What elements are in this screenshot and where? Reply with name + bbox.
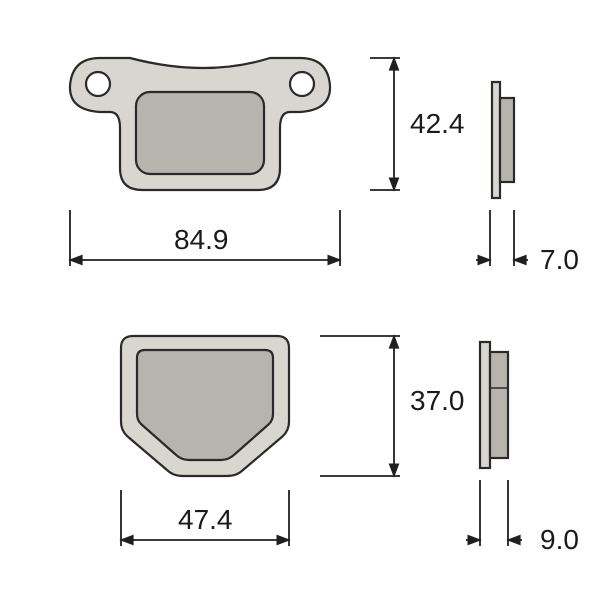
diagram-canvas: 42.4 84.9 7.0 37.0 47.4 9.0 [0, 0, 600, 600]
dimension-lines [0, 0, 600, 600]
dim-pad1-width: 84.9 [174, 224, 229, 256]
dim-pad2-width: 47.4 [178, 504, 233, 536]
dim-pad1-height: 42.4 [410, 108, 465, 140]
dim-pad1-thickness: 7.0 [540, 244, 579, 276]
dim-pad2-thickness: 9.0 [540, 524, 579, 556]
dim-pad2-height: 37.0 [410, 385, 465, 417]
